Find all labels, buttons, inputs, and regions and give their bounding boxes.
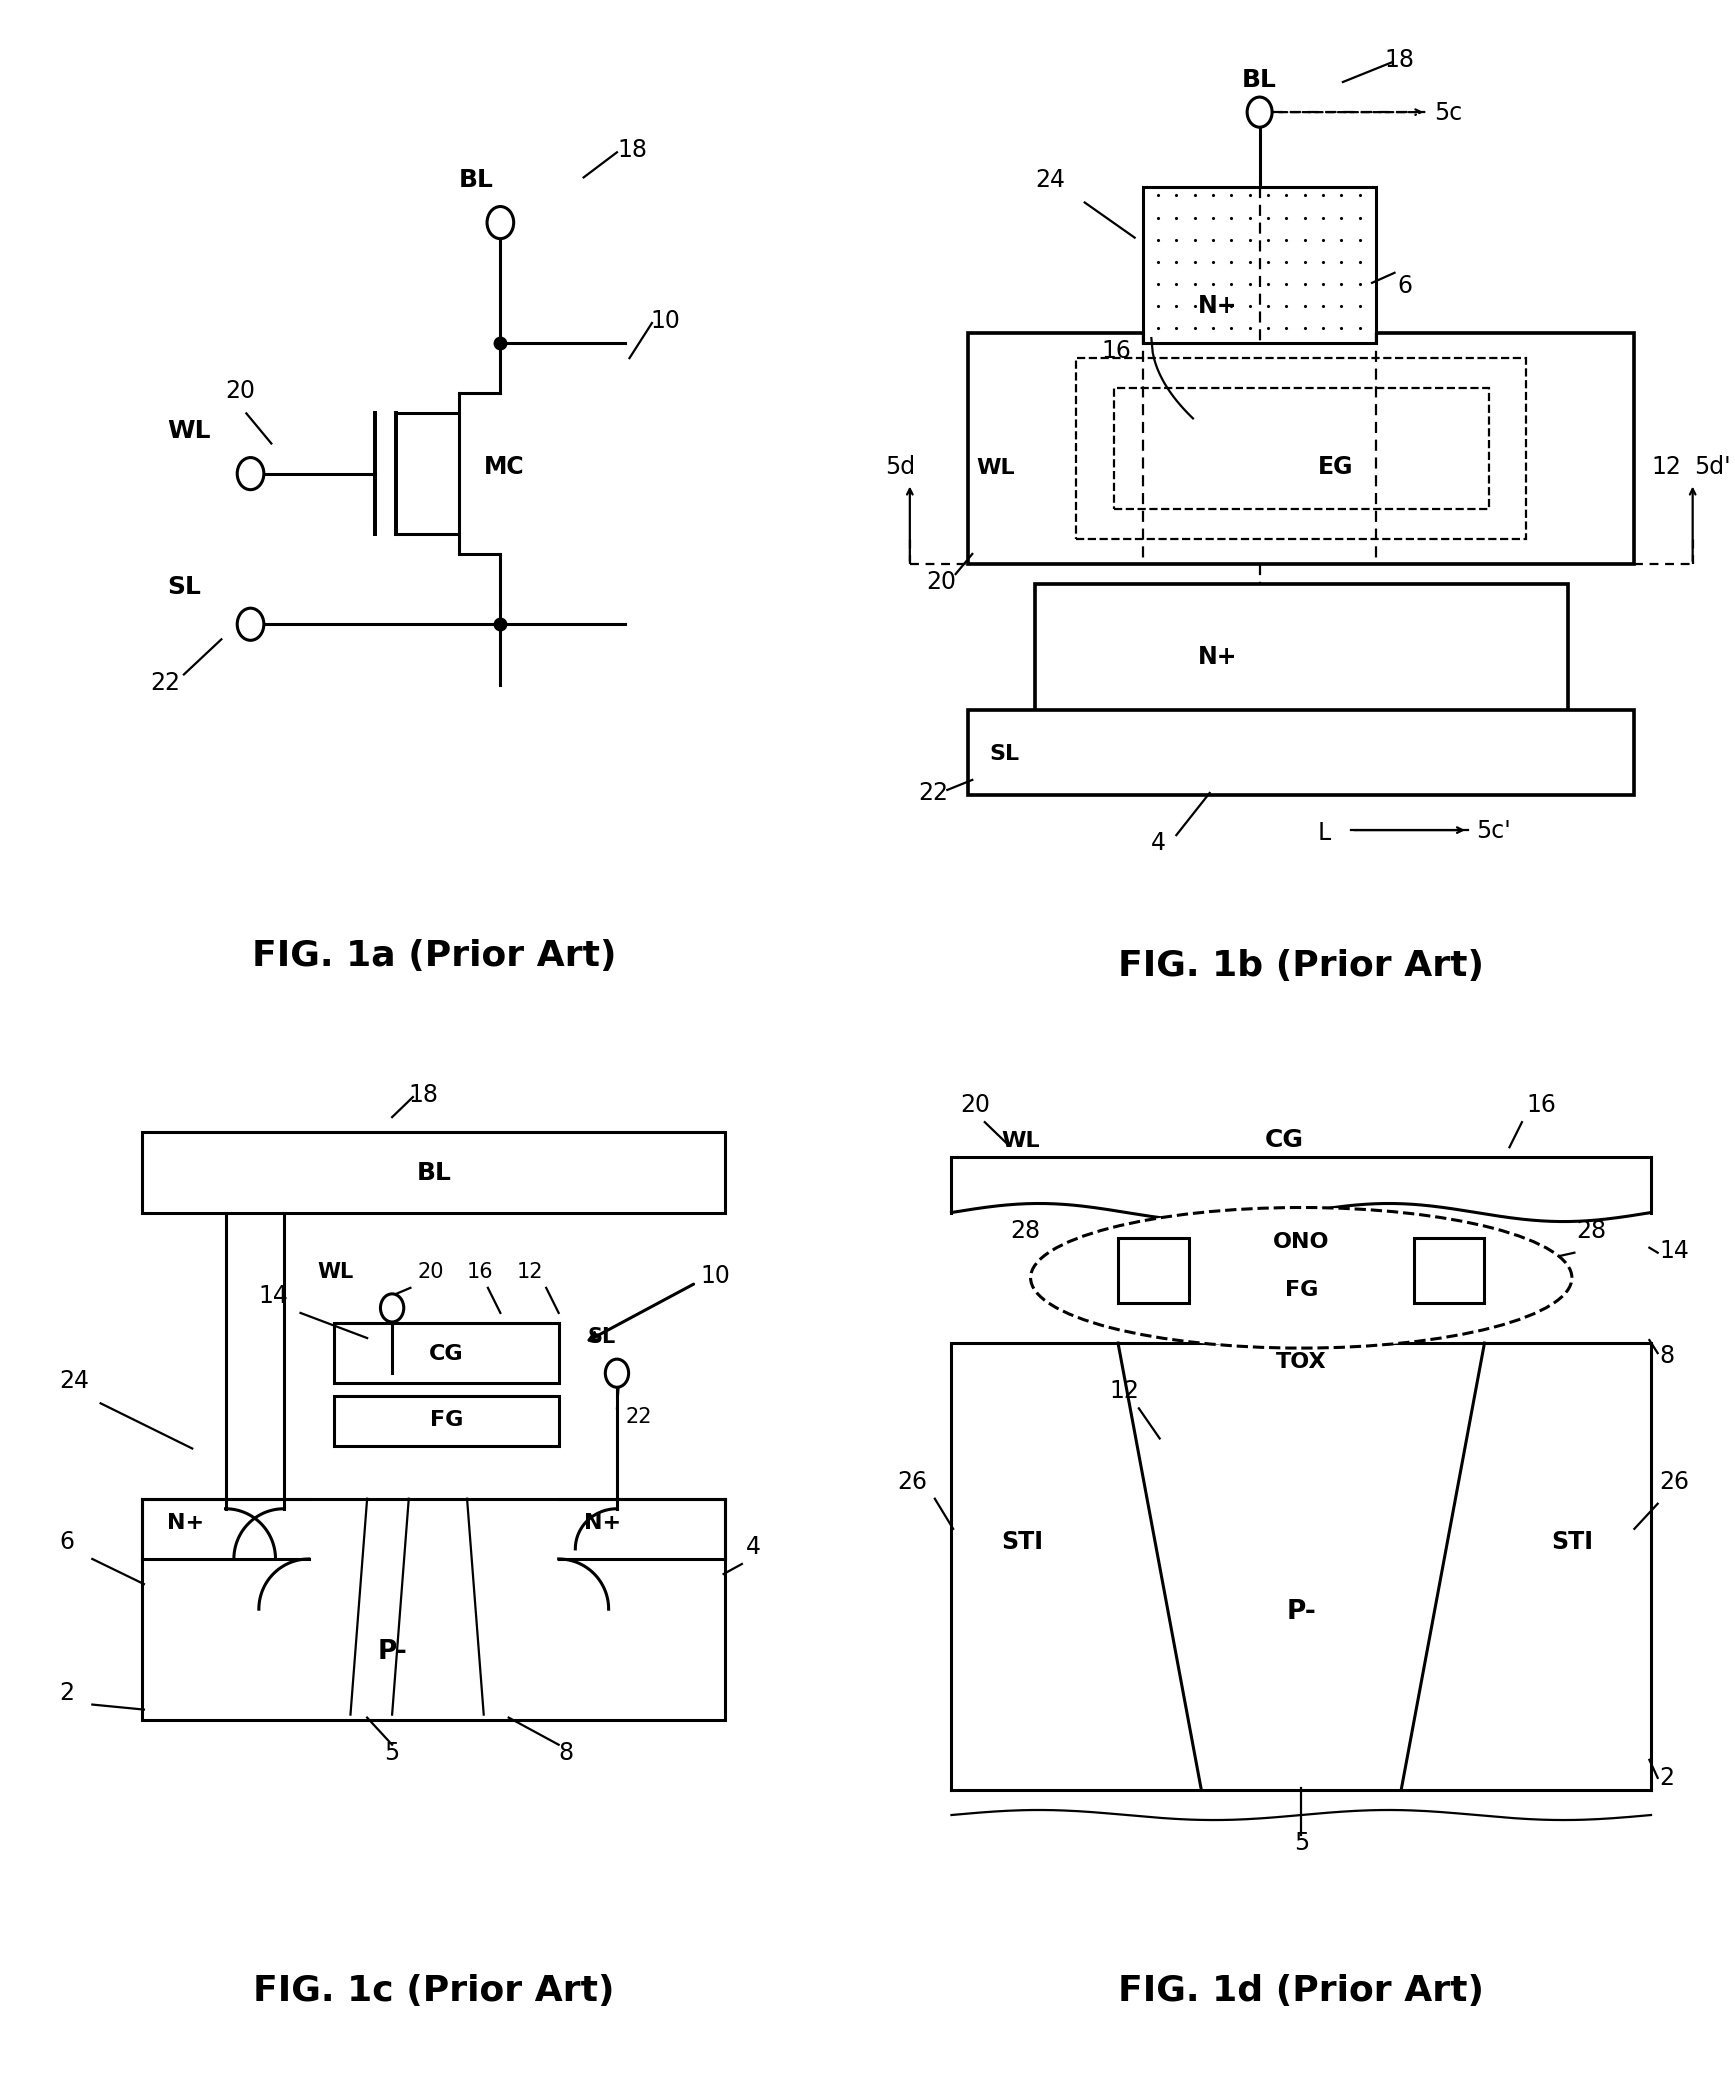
Text: EG: EG	[1319, 454, 1353, 479]
Text: TOX: TOX	[1275, 1351, 1327, 1372]
Circle shape	[606, 1360, 628, 1387]
Bar	[968, 333, 1634, 565]
Text: 24: 24	[59, 1370, 88, 1393]
Text: 20: 20	[226, 379, 255, 404]
Text: 4: 4	[746, 1536, 762, 1559]
Text: FIG. 1a (Prior Art): FIG. 1a (Prior Art)	[252, 939, 616, 973]
Text: WL: WL	[977, 458, 1015, 477]
Text: 28: 28	[1010, 1220, 1039, 1243]
Text: FG: FG	[430, 1410, 463, 1431]
Bar	[1143, 188, 1376, 343]
Text: FIG. 1c (Prior Art): FIG. 1c (Prior Art)	[253, 1973, 614, 2008]
Text: N+: N+	[167, 1513, 205, 1533]
Text: P-: P-	[376, 1640, 408, 1665]
Text: 20: 20	[416, 1261, 444, 1282]
Text: 18: 18	[1385, 48, 1414, 71]
Text: P-: P-	[1286, 1598, 1317, 1625]
Bar	[1076, 358, 1527, 540]
Text: 8: 8	[1659, 1345, 1674, 1368]
Text: 5c': 5c'	[1476, 820, 1511, 843]
Text: 10: 10	[651, 310, 680, 333]
Circle shape	[380, 1293, 404, 1322]
Circle shape	[488, 207, 514, 238]
Text: 26: 26	[897, 1471, 926, 1494]
Text: 5: 5	[385, 1741, 399, 1766]
Text: 4: 4	[1152, 831, 1166, 856]
Text: WL: WL	[167, 420, 210, 444]
Text: FIG. 1b (Prior Art): FIG. 1b (Prior Art)	[1119, 948, 1483, 983]
Text: 5: 5	[1294, 1830, 1308, 1856]
Bar	[1114, 389, 1489, 508]
Circle shape	[238, 458, 264, 490]
Text: CG: CG	[1265, 1128, 1305, 1153]
Text: BL: BL	[1242, 69, 1277, 92]
Circle shape	[1247, 96, 1272, 128]
Text: 20: 20	[926, 571, 956, 594]
Bar	[142, 1498, 725, 1720]
Bar	[1034, 584, 1568, 715]
Text: MC: MC	[484, 454, 524, 479]
Bar	[142, 1132, 725, 1213]
Text: STI: STI	[1551, 1529, 1593, 1554]
Text: 6: 6	[1397, 274, 1412, 297]
Text: 14: 14	[259, 1284, 288, 1308]
Text: 20: 20	[959, 1094, 989, 1117]
Text: BL: BL	[458, 169, 494, 192]
Bar	[968, 709, 1634, 795]
Text: 24: 24	[1034, 169, 1065, 192]
Text: N+: N+	[1199, 295, 1237, 318]
Text: 12: 12	[517, 1261, 543, 1282]
Text: FG: FG	[1284, 1280, 1319, 1299]
Text: 28: 28	[1575, 1220, 1607, 1243]
Text: 5c: 5c	[1435, 100, 1463, 126]
Text: 18: 18	[618, 138, 647, 163]
Text: 22: 22	[625, 1408, 652, 1427]
Text: 26: 26	[1659, 1471, 1690, 1494]
Circle shape	[238, 609, 264, 640]
Text: WL: WL	[1001, 1132, 1039, 1151]
Text: ONO: ONO	[1273, 1232, 1329, 1251]
Text: 22: 22	[918, 780, 947, 805]
Text: N+: N+	[1199, 646, 1237, 669]
Text: 12: 12	[1652, 454, 1681, 479]
Bar	[333, 1395, 559, 1446]
Text: 8: 8	[559, 1741, 574, 1766]
Bar	[333, 1322, 559, 1383]
Text: 22: 22	[151, 672, 180, 695]
Text: 2: 2	[59, 1680, 75, 1705]
Text: N+: N+	[583, 1513, 621, 1533]
Text: SL: SL	[588, 1326, 616, 1347]
Text: STI: STI	[1001, 1529, 1043, 1554]
Text: SL: SL	[167, 575, 201, 598]
Text: 18: 18	[409, 1084, 439, 1107]
Text: 5d': 5d'	[1695, 454, 1732, 479]
Text: 16: 16	[1102, 339, 1131, 364]
Text: CG: CG	[429, 1345, 463, 1364]
Text: 6: 6	[59, 1529, 75, 1554]
Text: 12: 12	[1110, 1379, 1140, 1404]
Text: 10: 10	[701, 1264, 730, 1289]
Bar	[1414, 1238, 1485, 1303]
Ellipse shape	[1031, 1207, 1572, 1347]
Bar	[1117, 1238, 1188, 1303]
Text: L: L	[1319, 822, 1331, 845]
Text: SL: SL	[989, 745, 1018, 764]
Text: FIG. 1d (Prior Art): FIG. 1d (Prior Art)	[1119, 1973, 1483, 2008]
Text: 14: 14	[1659, 1238, 1690, 1264]
Text: WL: WL	[318, 1261, 354, 1282]
Text: 5d: 5d	[885, 454, 914, 479]
Text: BL: BL	[416, 1161, 451, 1186]
Text: 16: 16	[1527, 1094, 1556, 1117]
Text: 2: 2	[1659, 1766, 1674, 1791]
Text: 16: 16	[467, 1261, 494, 1282]
